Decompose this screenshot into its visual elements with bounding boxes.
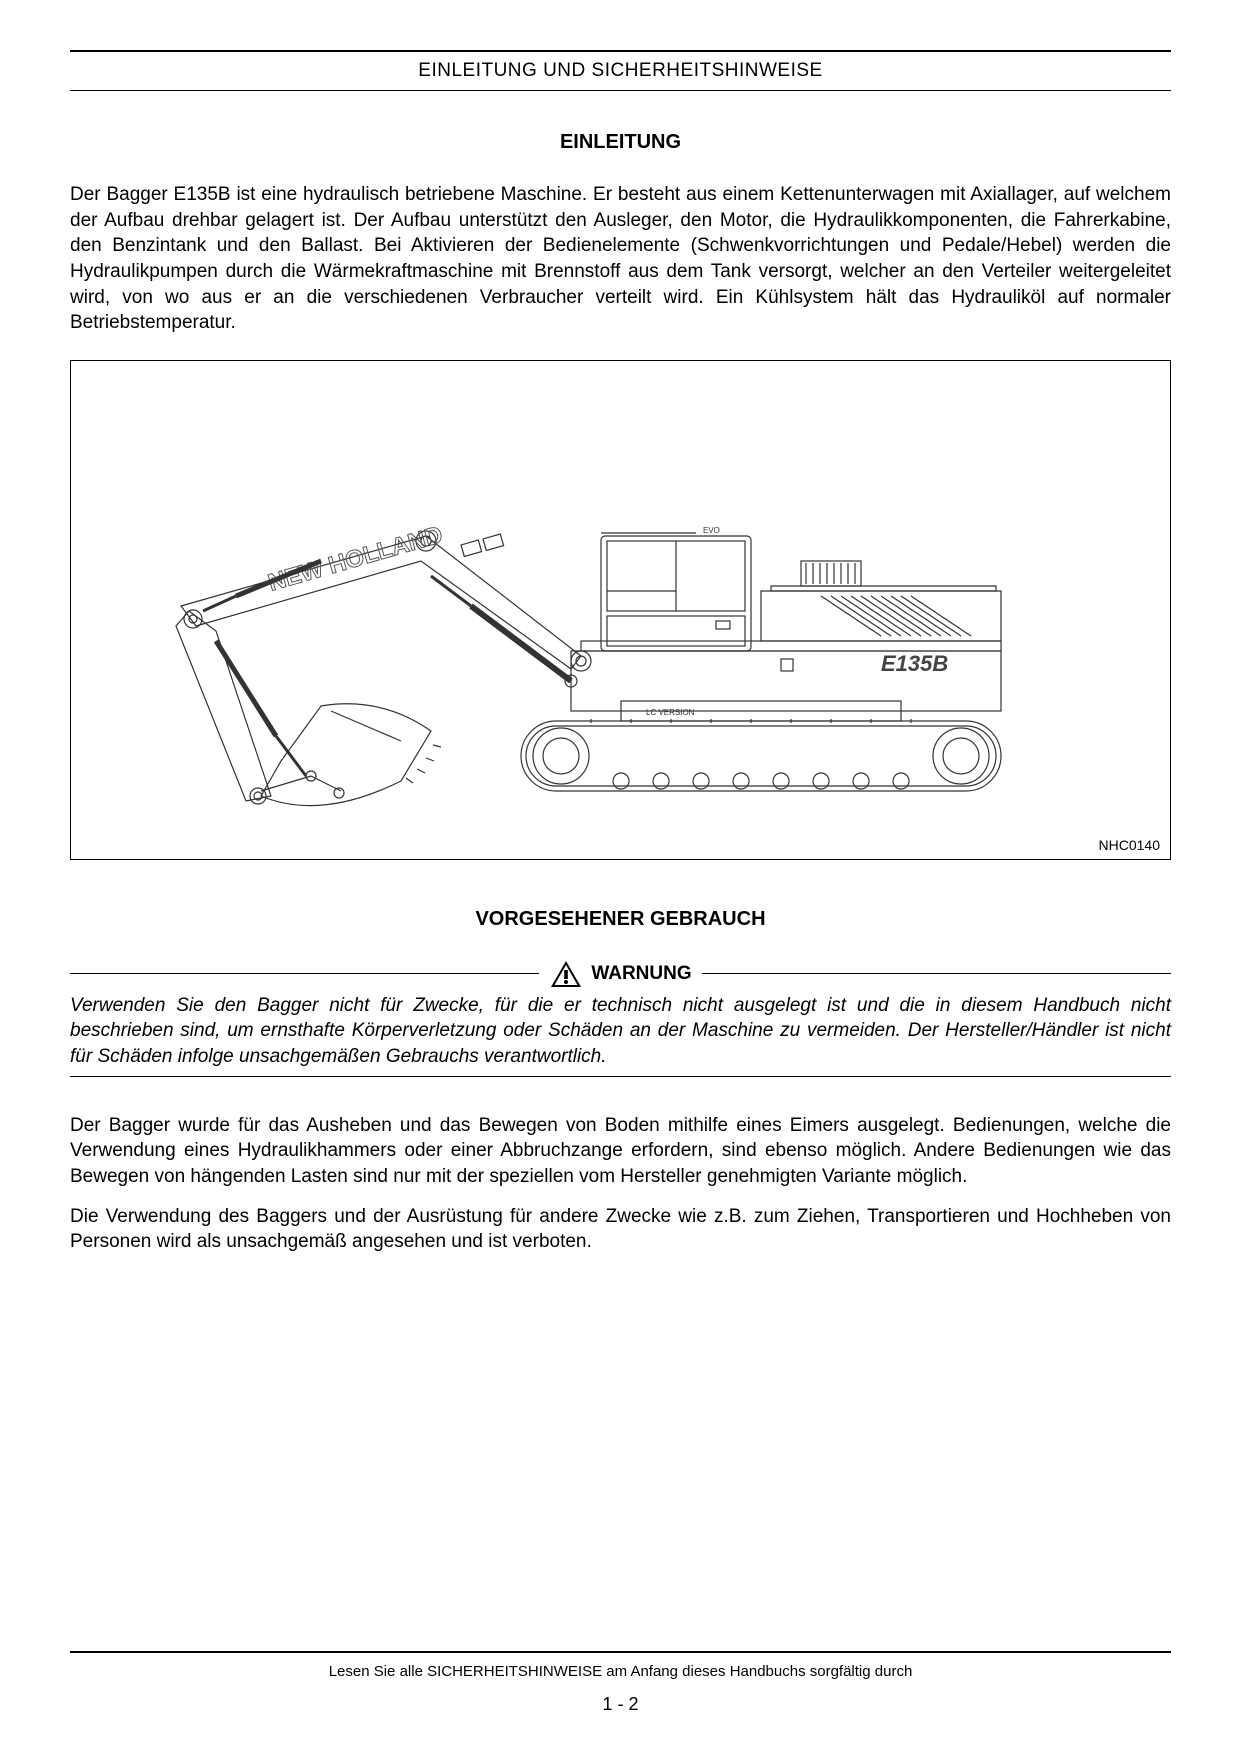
warning-rule-right bbox=[702, 973, 1171, 974]
header-top-rule bbox=[70, 50, 1171, 52]
warning-icon-group: WARNUNG bbox=[549, 959, 691, 989]
body-paragraph-2: Die Verwendung des Baggers und der Ausrü… bbox=[70, 1204, 1171, 1255]
section-title-einleitung: EINLEITUNG bbox=[70, 131, 1171, 154]
cab: EVO bbox=[601, 526, 751, 651]
body-paragraph-1: Der Bagger wurde für das Ausheben und da… bbox=[70, 1113, 1171, 1190]
svg-text:NEW HOLLAND: NEW HOLLAND bbox=[265, 521, 445, 597]
footer-note: Lesen Sie alle SICHERHEITSHINWEISE am An… bbox=[70, 1663, 1171, 1680]
footer-rule bbox=[70, 1651, 1171, 1653]
page-footer: Lesen Sie alle SICHERHEITSHINWEISE am An… bbox=[70, 1651, 1171, 1715]
page-number: 1 - 2 bbox=[70, 1694, 1171, 1715]
bucket bbox=[261, 704, 441, 806]
warning-block: WARNUNG Verwenden Sie den Bagger nicht f… bbox=[70, 959, 1171, 1077]
warning-text: Verwenden Sie den Bagger nicht für Zweck… bbox=[70, 993, 1171, 1077]
figure-container: LC VERSION E135B bbox=[70, 360, 1171, 860]
page-header: EINLEITUNG UND SICHERHEITSHINWEISE bbox=[70, 60, 1171, 90]
header-bottom-rule bbox=[70, 90, 1171, 91]
boom: NEW HOLLAND bbox=[181, 521, 591, 687]
svg-text:LC VERSION: LC VERSION bbox=[646, 708, 695, 717]
track-assembly: LC VERSION bbox=[521, 701, 1001, 791]
warning-rule-left bbox=[70, 973, 539, 974]
warning-triangle-icon bbox=[549, 959, 583, 989]
warning-header: WARNUNG bbox=[70, 959, 1171, 989]
svg-text:EVO: EVO bbox=[703, 526, 720, 535]
svg-text:E135B: E135B bbox=[881, 651, 948, 676]
excavator-illustration: LC VERSION E135B bbox=[121, 441, 1121, 821]
warning-label: WARNUNG bbox=[591, 963, 691, 985]
intro-paragraph: Der Bagger E135B ist eine hydraulisch be… bbox=[70, 182, 1171, 336]
arm bbox=[176, 561, 341, 804]
figure-code: NHC0140 bbox=[1099, 837, 1160, 853]
upper-body: E135B bbox=[571, 561, 1001, 711]
section-title-gebrauch: VORGESEHENER GEBRAUCH bbox=[70, 908, 1171, 931]
